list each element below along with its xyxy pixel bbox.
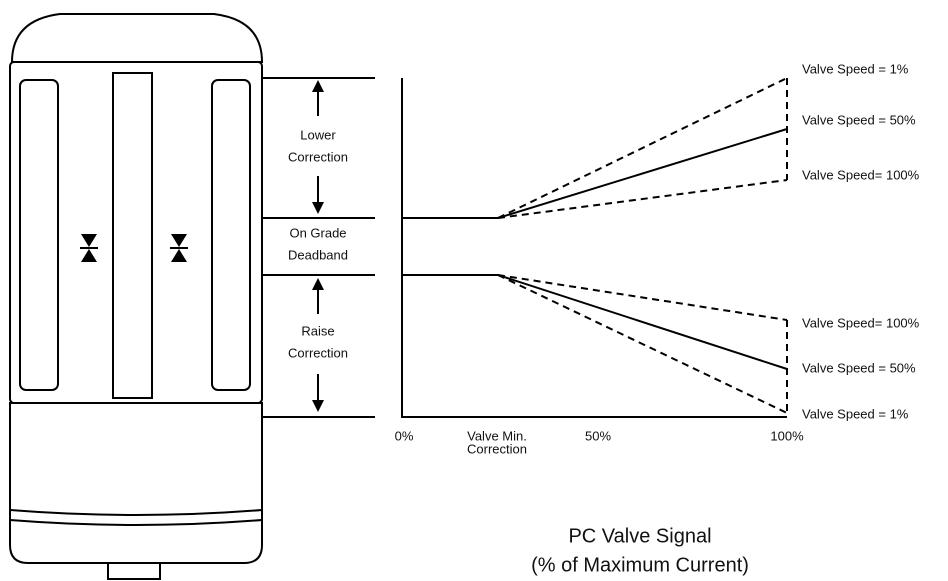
zone-label: Raise: [301, 323, 334, 338]
x-axis-title: (% of Maximum Current): [531, 554, 749, 576]
x-axis-label: 100%: [770, 428, 804, 443]
zone-label: Deadband: [288, 247, 348, 262]
speed-label: Valve Speed = 1%: [802, 61, 909, 76]
zone-label: Correction: [288, 149, 348, 164]
graph: [401, 77, 788, 418]
zone-guides: [262, 77, 375, 418]
speed-label: Valve Speed = 50%: [802, 360, 916, 375]
speed-label: Valve Speed= 100%: [802, 315, 920, 330]
x-axis-label: Valve Min.: [467, 428, 527, 443]
zone-label: Lower: [300, 127, 336, 142]
zone-label: Correction: [288, 345, 348, 360]
x-axis-label: Correction: [467, 441, 527, 456]
speed-label: Valve Speed= 100%: [802, 167, 920, 182]
speed-label: Valve Speed = 50%: [802, 112, 916, 127]
sensor-device: [9, 13, 264, 580]
x-axis-title: PC Valve Signal: [568, 525, 711, 547]
x-axis-label: 0%: [395, 428, 414, 443]
speed-label: Valve Speed = 1%: [802, 406, 909, 421]
x-axis-label: 50%: [585, 428, 611, 443]
zone-label: On Grade: [289, 225, 346, 240]
